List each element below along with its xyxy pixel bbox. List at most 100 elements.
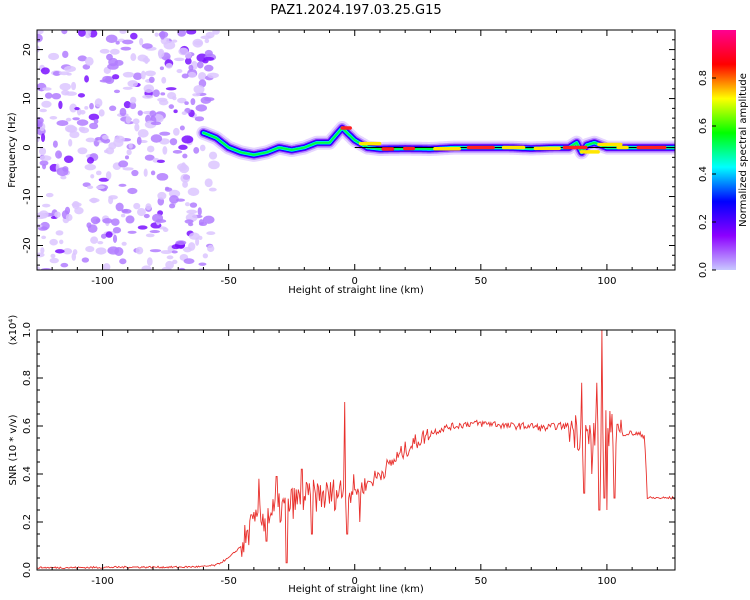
- noise-blob: [58, 100, 63, 110]
- spectrogram-frame: [36, 29, 676, 271]
- noise-blob: [49, 115, 58, 120]
- noise-blob: [95, 137, 103, 141]
- noise-blob: [52, 140, 58, 148]
- noise-blob: [181, 111, 187, 116]
- noise-blob: [76, 119, 89, 126]
- noise-blob: [197, 207, 202, 216]
- noise-blob: [95, 170, 102, 176]
- colorbar: 0.0 0.2 0.4 0.6 0.8 Normalized spectral ampl…: [698, 30, 749, 278]
- x-tick-label: 100: [597, 576, 616, 587]
- noise-blob: [150, 170, 156, 176]
- noise-blob: [127, 80, 138, 88]
- snr-series-line: [37, 330, 675, 570]
- noise-blob: [88, 113, 100, 121]
- noise-blob: [37, 45, 40, 53]
- x-tick-label: -50: [220, 576, 236, 587]
- noise-blob: [39, 160, 49, 166]
- noise-blob: [200, 35, 212, 40]
- noise-blob: [85, 56, 94, 66]
- noise-blob: [63, 155, 74, 164]
- noise-blob: [65, 213, 73, 222]
- noise-blob: [100, 233, 107, 239]
- noise-blob: [123, 101, 131, 109]
- noise-blob: [102, 75, 112, 83]
- noise-blob: [198, 71, 207, 81]
- noise-blob: [144, 70, 156, 77]
- noise-blob: [39, 155, 52, 161]
- noise-blob: [54, 249, 65, 254]
- colorbar-tick-label: 0.2: [698, 214, 709, 230]
- noise-blob: [188, 242, 196, 251]
- colorbar-tick-label: 0.6: [698, 118, 709, 134]
- noise-blob: [104, 149, 109, 154]
- noise-blob: [37, 252, 45, 258]
- noise-blob: [188, 232, 200, 240]
- noise-blob: [89, 198, 100, 203]
- noise-blob: [176, 163, 188, 171]
- noise-blob: [142, 94, 154, 99]
- noise-blob: [173, 109, 178, 114]
- noise-blob: [79, 127, 90, 134]
- noise-blob: [182, 181, 188, 188]
- noise-blob: [93, 118, 99, 124]
- noise-blob: [137, 110, 143, 116]
- noise-blob: [119, 30, 127, 34]
- noise-blob: [193, 85, 205, 94]
- noise-blob: [143, 84, 155, 93]
- x-tick-label: -100: [91, 576, 114, 587]
- spectrogram-xlabel: Height of straight line (km): [288, 285, 424, 296]
- noise-blob: [37, 33, 43, 43]
- snr-ticks: -100 -50 0 50 100 0.0 0.2 0.4 0.6 0.8 1.0: [22, 322, 675, 587]
- noise-blob: [56, 120, 69, 127]
- noise-blob: [77, 147, 88, 155]
- colorbar-ticks: 0.0 0.2 0.4 0.6 0.8: [698, 70, 716, 278]
- noise-blob: [77, 93, 86, 98]
- noise-blob: [109, 105, 117, 112]
- colorbar-tick-label: 0.8: [698, 70, 709, 86]
- noise-blob: [129, 102, 137, 110]
- y-tick-label: 1.0: [22, 322, 33, 338]
- noise-blob: [165, 62, 173, 69]
- noise-blob: [166, 255, 174, 260]
- noise-blob: [128, 143, 133, 149]
- noise-blob: [120, 46, 132, 51]
- noise-blob: [59, 239, 64, 245]
- noise-blob: [189, 202, 198, 208]
- noise-blob: [163, 40, 176, 50]
- noise-blob: [115, 40, 120, 45]
- noise-blob: [143, 213, 150, 219]
- noise-blob: [188, 64, 194, 71]
- noise-blob: [122, 71, 135, 78]
- noise-blob: [95, 247, 107, 255]
- noise-blob: [127, 187, 138, 195]
- noise-blob: [156, 173, 169, 181]
- noise-blob: [130, 53, 137, 61]
- noise-blob: [90, 174, 95, 179]
- noise-blob: [113, 89, 121, 94]
- noise-blob: [208, 160, 220, 170]
- noise-blob: [125, 115, 131, 124]
- noise-blob: [37, 30, 44, 35]
- noise-blob: [42, 203, 51, 208]
- noise-blob: [84, 75, 89, 83]
- noise-blob: [144, 154, 155, 161]
- x-tick-label: 50: [474, 576, 487, 587]
- noise-blob: [207, 72, 219, 79]
- noise-blob: [177, 97, 187, 104]
- noise-blob: [62, 50, 69, 59]
- noise-blob: [72, 201, 80, 210]
- noise-blob: [125, 215, 135, 224]
- noise-blob: [122, 86, 133, 90]
- noise-blob: [105, 171, 112, 180]
- noise-blob: [86, 185, 94, 190]
- noise-blob: [150, 134, 163, 143]
- noise-blob: [137, 225, 148, 230]
- noise-blob: [212, 30, 220, 35]
- noise-blob: [109, 48, 120, 55]
- x-tick-label: -50: [220, 276, 236, 287]
- noise-blob: [54, 211, 61, 218]
- noise-blob: [184, 57, 192, 65]
- noise-blob: [155, 219, 167, 223]
